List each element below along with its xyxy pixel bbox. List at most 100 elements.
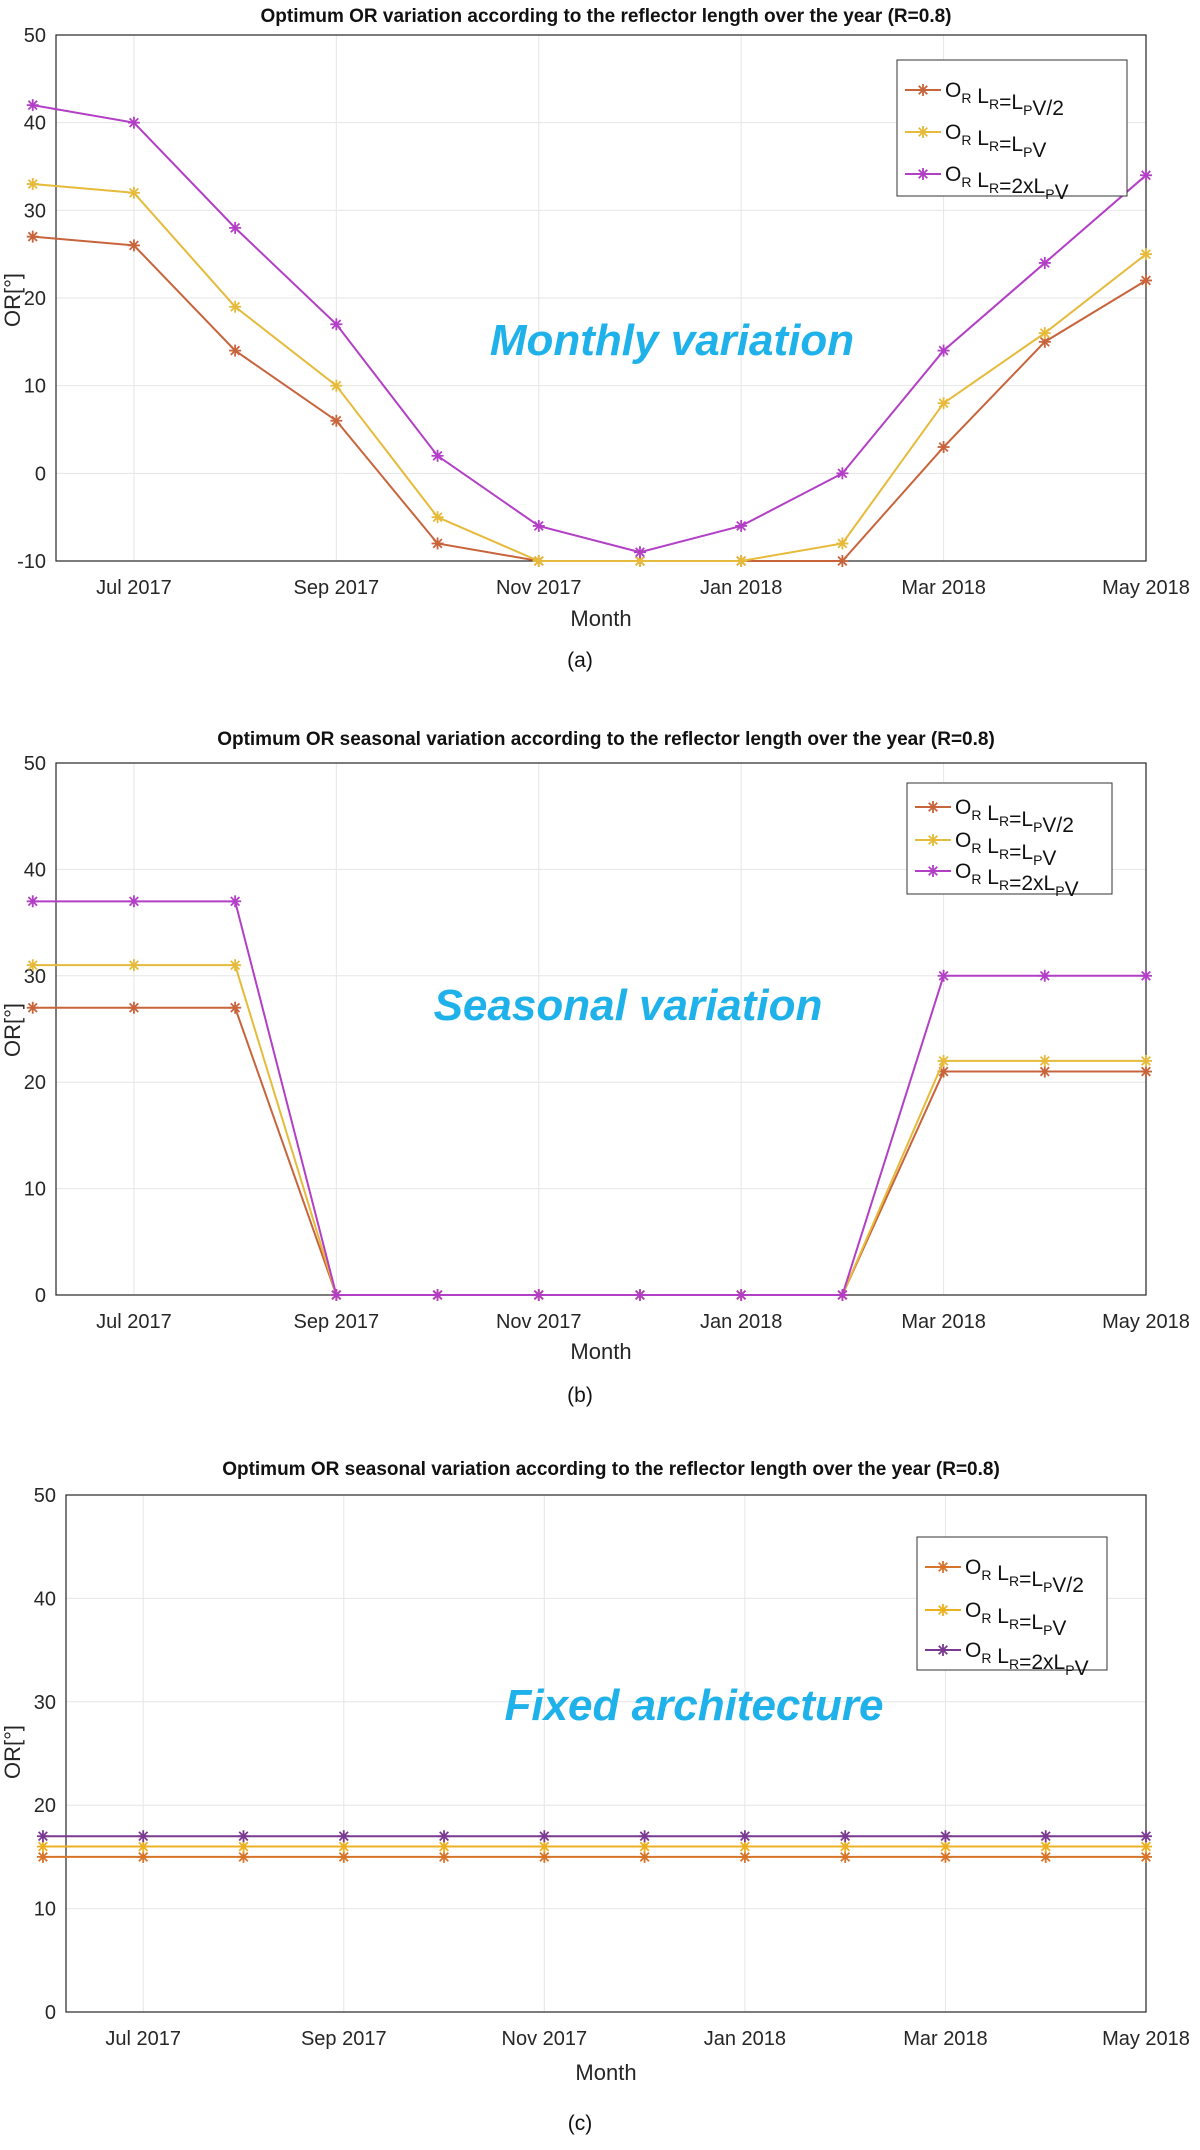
legend-subscript: P (1045, 186, 1054, 202)
legend-subscript: R (981, 1610, 991, 1626)
data-point (839, 1840, 852, 1853)
data-point (137, 1840, 150, 1853)
series-line (32, 900, 1146, 1296)
legend-text: O (945, 121, 961, 144)
legend-text: L (981, 835, 999, 858)
data-point (229, 221, 242, 234)
x-tick-label: Jan 2018 (704, 2028, 786, 2050)
legend-marker (918, 127, 928, 137)
y-tick-label: 0 (35, 463, 46, 485)
x-tick-label: Nov 2017 (502, 2028, 588, 2050)
variation-annotation: Seasonal variation (434, 981, 823, 1030)
y-tick-label: 40 (24, 113, 46, 135)
legend-text: L (981, 866, 999, 889)
marker-stroke (940, 1831, 951, 1842)
data-point (1039, 1830, 1052, 1843)
chart-title: Optimum OR variation according to the re… (260, 6, 951, 27)
chart-panel-b: 0 10 20 30 40 50 Jul 2017 Sep 2017 Nov 2017 Jan 2… (0, 725, 1200, 1425)
plot-frame (65, 1494, 1147, 2013)
legend-item: OR LR=2xLPV (915, 860, 1079, 901)
x-tick-label: Nov 2017 (496, 577, 582, 599)
marker-stroke (1141, 970, 1151, 981)
marker-stroke (1141, 1066, 1151, 1077)
legend-subscript: R (981, 1650, 991, 1666)
data-point (937, 397, 950, 410)
data-point (127, 1001, 140, 1014)
legend-item: OR LR=LPV (915, 829, 1056, 870)
legend-text: =L (1009, 841, 1033, 864)
legend-subscript: P (1023, 102, 1032, 118)
series-line (32, 235, 1147, 562)
x-tick-label: May 2018 (1102, 577, 1190, 599)
legend-text: L (971, 85, 989, 108)
legend-subscript: R (989, 96, 999, 112)
data-point (337, 1850, 350, 1863)
legend-subscript: R (971, 807, 981, 823)
x-tick-label: Mar 2018 (901, 1311, 986, 1333)
marker-stroke (128, 117, 139, 128)
marker-stroke (432, 1290, 443, 1300)
data-point (229, 959, 242, 972)
chart-title: Optimum OR seasonal variation according … (222, 1459, 1000, 1480)
chart-panel-a: -10 0 10 20 30 40 50 Jul 2017 Sep 2017 Nov 2017 Ja… (0, 0, 1200, 690)
data-point (26, 895, 39, 908)
x-tick-label: Jan 2018 (700, 577, 782, 599)
data-point (1140, 1850, 1152, 1863)
variation-annotation: Fixed architecture (504, 1681, 883, 1730)
data-point (532, 555, 545, 567)
data-point (137, 1830, 150, 1843)
data-point (633, 546, 646, 559)
marker-stroke (539, 1841, 550, 1852)
marker-stroke (331, 1290, 342, 1300)
marker-stroke (27, 960, 38, 971)
data-point (1140, 1054, 1152, 1067)
marker-stroke (639, 1841, 650, 1852)
data-point (538, 1840, 551, 1853)
legend-subscript: R (999, 846, 1009, 862)
marker-stroke (230, 301, 241, 312)
variation-annotation: Monthly variation (490, 316, 854, 365)
y-tick-label: 50 (24, 25, 46, 47)
data-point (1039, 1850, 1052, 1863)
marker-stroke (1040, 1851, 1051, 1862)
legend-marker (938, 1562, 948, 1572)
marker-stroke (138, 1851, 149, 1862)
data-point (735, 519, 748, 532)
y-axis-label: OR[°] (0, 1725, 25, 1779)
marker-stroke (128, 896, 139, 907)
legend-text: =L (1019, 1568, 1043, 1591)
legend-label: OR LR=LPV/2 (955, 796, 1074, 837)
legend-subscript: P (1033, 852, 1042, 868)
legend-label: OR LR=LPV (955, 829, 1056, 870)
legend-subscript: R (971, 840, 981, 856)
legend-subscript: R (1009, 1656, 1019, 1672)
data-point (229, 895, 242, 908)
data-point (26, 178, 39, 191)
data-point (36, 1830, 49, 1843)
marker-stroke (128, 240, 139, 251)
series-1 (26, 1001, 1152, 1301)
data-point (438, 1850, 451, 1863)
marker-stroke (37, 1851, 48, 1862)
panel-label: (c) (568, 2112, 593, 2135)
data-point (237, 1830, 250, 1843)
legend-subscript: P (1023, 144, 1032, 160)
data-point (330, 379, 343, 392)
marker-stroke (27, 179, 38, 189)
monthly-variation-chart: -10 0 10 20 30 40 50 Jul 2017 Sep 2017 Nov 2017 Ja… (0, 6, 1190, 672)
marker-stroke (1040, 1831, 1051, 1842)
marker-stroke (338, 1841, 349, 1852)
marker-stroke (938, 970, 949, 981)
marker-stroke (37, 1831, 48, 1842)
legend-text: =2xL (999, 175, 1045, 198)
series-1 (26, 230, 1152, 567)
legend-item: OR LR=2xLPV (905, 163, 1069, 204)
marker-stroke (27, 896, 38, 907)
marker-stroke (840, 1841, 851, 1852)
x-tick-label: Mar 2018 (903, 2028, 988, 2050)
data-point (836, 537, 849, 550)
legend-subscript: P (1043, 1579, 1052, 1595)
marker-stroke (27, 231, 38, 242)
y-tick-label: 10 (24, 1179, 46, 1201)
